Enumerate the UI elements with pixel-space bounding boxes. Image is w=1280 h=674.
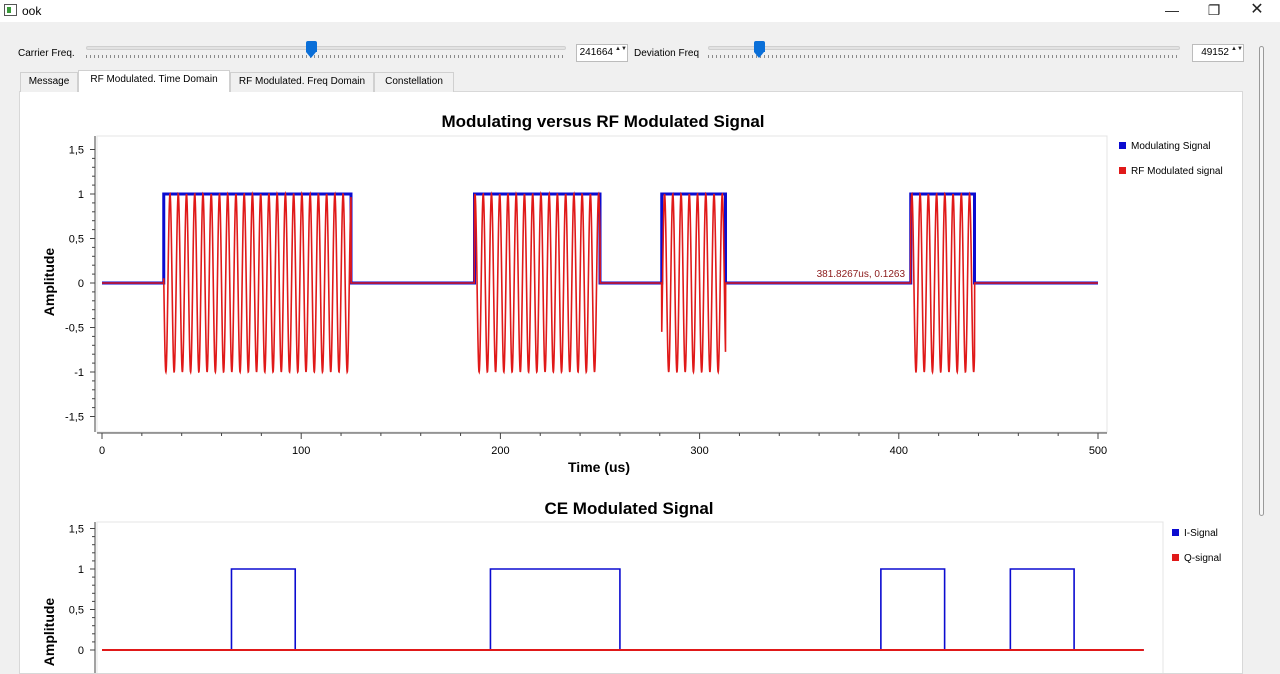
carrier-freq-spinbox[interactable]: 241664 ▲▼ (576, 44, 628, 62)
tab-message[interactable]: Message (20, 72, 78, 92)
rf-modulated-signal-line (102, 190, 1098, 376)
chart2-title: CE Modulated Signal (544, 499, 713, 518)
carrier-slider-handle[interactable] (306, 41, 318, 59)
legend-swatch-modulating (1119, 142, 1126, 149)
chart2-ylabel: Amplitude (41, 598, 57, 667)
chart1-legend: Modulating Signal RF Modulated signal (1119, 141, 1223, 177)
chart1-y-tick-label: 0 (78, 278, 84, 290)
chart1-marker-annotation: 381.8267us, 0.1263 (817, 269, 906, 280)
plots-area: Modulating versus RF Modulated Signal Ti… (41, 112, 1223, 673)
deviation-freq-spinbox[interactable]: 49152 ▲▼ (1192, 44, 1244, 62)
chart1-x-tick-label: 200 (491, 445, 509, 457)
chart2-axes: 1,5 1 0,5 0 (69, 522, 96, 673)
chart-rf-time-domain: Modulating versus RF Modulated Signal Ti… (41, 112, 1223, 475)
chart1-y-tick-label: -0,5 (65, 323, 84, 335)
deviation-slider-handle[interactable] (754, 41, 766, 59)
legend-swatch-q-signal (1172, 554, 1179, 561)
chart-ce-modulated: CE Modulated Signal Amplitude 1,5 1 0,5 0 I… (41, 499, 1221, 673)
chart2-y-tick-label: 1,5 (69, 524, 84, 536)
legend-label-q-signal: Q-signal (1184, 553, 1221, 564)
carrier-freq-label: Carrier Freq. (18, 48, 75, 59)
scrollbar-handle[interactable] (1259, 46, 1264, 516)
window-title: ook (22, 4, 42, 18)
chart1-marks (102, 190, 1098, 376)
chart1-x-tick-label: 300 (690, 445, 708, 457)
chart1-y-tick-label: 1 (78, 189, 84, 201)
chart1-x-tick-label: 500 (1089, 445, 1107, 457)
carrier-freq-slider[interactable] (86, 41, 566, 63)
spin-arrows-icon[interactable]: ▲▼ (1231, 46, 1243, 52)
chart1-axes: 1,5 1 0,5 0 -0,5 -1 -1,5 0 100 200 300 400 500 (65, 136, 1107, 457)
vertical-scrollbar[interactable] (1258, 42, 1266, 674)
chart1-x-tick-label: 0 (99, 445, 105, 457)
chart2-y-tick-label: 0,5 (69, 605, 84, 617)
legend-label-rf: RF Modulated signal (1131, 166, 1223, 177)
chart2-marks (102, 568, 1144, 651)
tab-rf-time-domain[interactable]: RF Modulated. Time Domain (78, 70, 230, 92)
chart2-legend: I-Signal Q-signal (1172, 528, 1221, 564)
chart1-x-tick-label: 400 (890, 445, 908, 457)
chart1-y-tick-label: 1,5 (69, 145, 84, 157)
chart1-canvas-frame (96, 135, 1108, 433)
slider-ticks (708, 55, 1180, 58)
legend-label-i-signal: I-Signal (1184, 528, 1218, 539)
close-button[interactable]: ✕ (1250, 1, 1264, 18)
chart1-y-tick-label: -1,5 (65, 412, 84, 424)
slider-groove (86, 46, 566, 50)
slider-groove (708, 46, 1180, 50)
legend-swatch-i-signal (1172, 529, 1179, 536)
chart1-xlabel: Time (us) (568, 459, 630, 475)
chart2-canvas-frame (96, 521, 1164, 673)
legend-label-modulating: Modulating Signal (1131, 141, 1211, 152)
minimize-button[interactable]: — (1165, 2, 1179, 18)
i-signal-line (102, 568, 1144, 651)
chart2-y-tick-label: 0 (78, 645, 84, 657)
chart1-title: Modulating versus RF Modulated Signal (441, 112, 764, 131)
deviation-freq-slider[interactable] (708, 41, 1180, 63)
tab-panel: Modulating versus RF Modulated Signal Ti… (19, 91, 1243, 674)
title-bar: ook — ❐ ✕ (0, 0, 1280, 22)
carrier-freq-value: 241664 (579, 47, 613, 58)
chart1-y-tick-label: 0,5 (69, 234, 84, 246)
slider-ticks (86, 55, 566, 58)
chart1-y-tick-label: -1 (74, 367, 84, 379)
maximize-button[interactable]: ❐ (1207, 2, 1221, 18)
deviation-freq-label: Deviation Freq (634, 48, 700, 59)
tab-constellation[interactable]: Constellation (374, 72, 454, 92)
chart1-x-tick-label: 100 (292, 445, 310, 457)
chart2-y-tick-label: 1 (78, 564, 84, 576)
tab-rf-freq-domain[interactable]: RF Modulated. Freq Domain (230, 72, 374, 92)
legend-swatch-rf (1119, 167, 1126, 174)
app-icon (4, 4, 17, 16)
chart1-ylabel: Amplitude (41, 248, 57, 317)
spin-arrows-icon[interactable]: ▲▼ (615, 46, 627, 52)
deviation-freq-value: 49152 (1201, 47, 1229, 58)
